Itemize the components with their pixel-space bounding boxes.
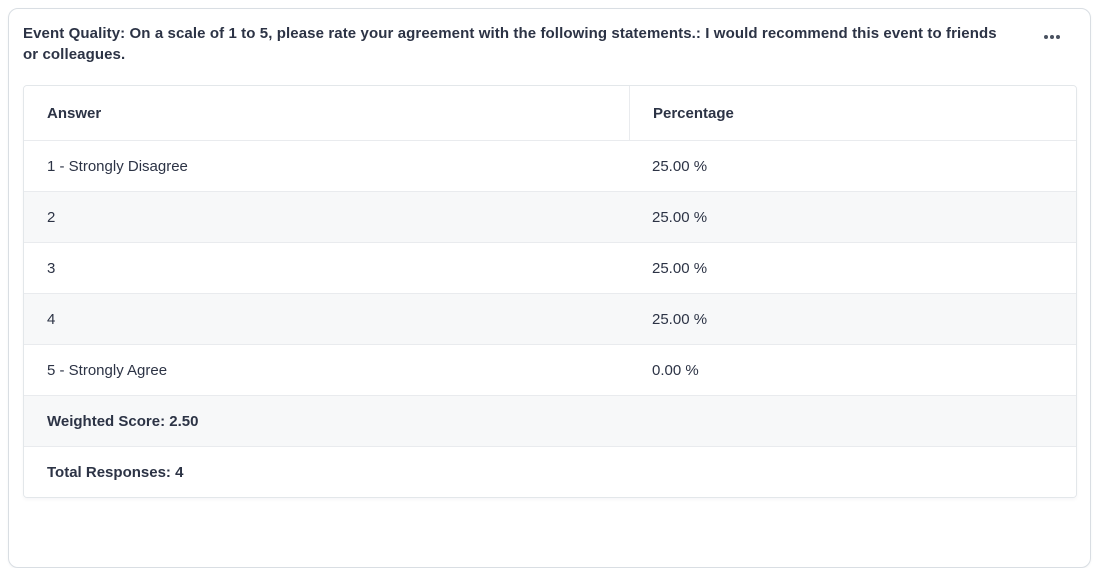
table-row: 2 25.00 % [24,191,1076,242]
ellipsis-icon [1056,35,1060,39]
column-header-percentage: Percentage [629,86,1076,140]
answer-cell: 1 - Strongly Disagree [47,157,188,175]
answer-cell: 3 [47,259,56,277]
question-title: Event Quality: On a scale of 1 to 5, ple… [23,25,997,63]
answer-cell: 4 [47,310,56,328]
weighted-score-row: Weighted Score: 2.50 [24,395,1076,446]
ellipsis-icon [1044,35,1048,39]
percentage-cell: 25.00 % [652,208,708,226]
question-report-card: Event Quality: On a scale of 1 to 5, ple… [8,8,1091,568]
percentage-cell: 25.00 % [652,310,708,328]
column-header-answer: Answer [47,104,102,122]
total-responses-row: Total Responses: 4 [24,446,1076,497]
table-row: 5 - Strongly Agree 0.00 % [24,344,1076,395]
table-header-row: Answer Percentage [24,86,1076,140]
table-row: 4 25.00 % [24,293,1076,344]
table-row: 1 - Strongly Disagree 25.00 % [24,140,1076,191]
ellipsis-icon [1050,35,1054,39]
total-responses-label: Total Responses: 4 [47,463,184,481]
card-header: Event Quality: On a scale of 1 to 5, ple… [23,23,1076,65]
percentage-cell: 25.00 % [652,157,708,175]
percentage-cell: 0.00 % [652,361,699,379]
weighted-score-label: Weighted Score: 2.50 [47,412,199,430]
answer-cell: 5 - Strongly Agree [47,361,168,379]
percentage-cell: 25.00 % [652,259,708,277]
more-options-button[interactable] [1042,31,1062,43]
results-table: Answer Percentage 1 - Strongly Disagree … [23,85,1077,498]
answer-cell: 2 [47,208,56,226]
table-row: 3 25.00 % [24,242,1076,293]
